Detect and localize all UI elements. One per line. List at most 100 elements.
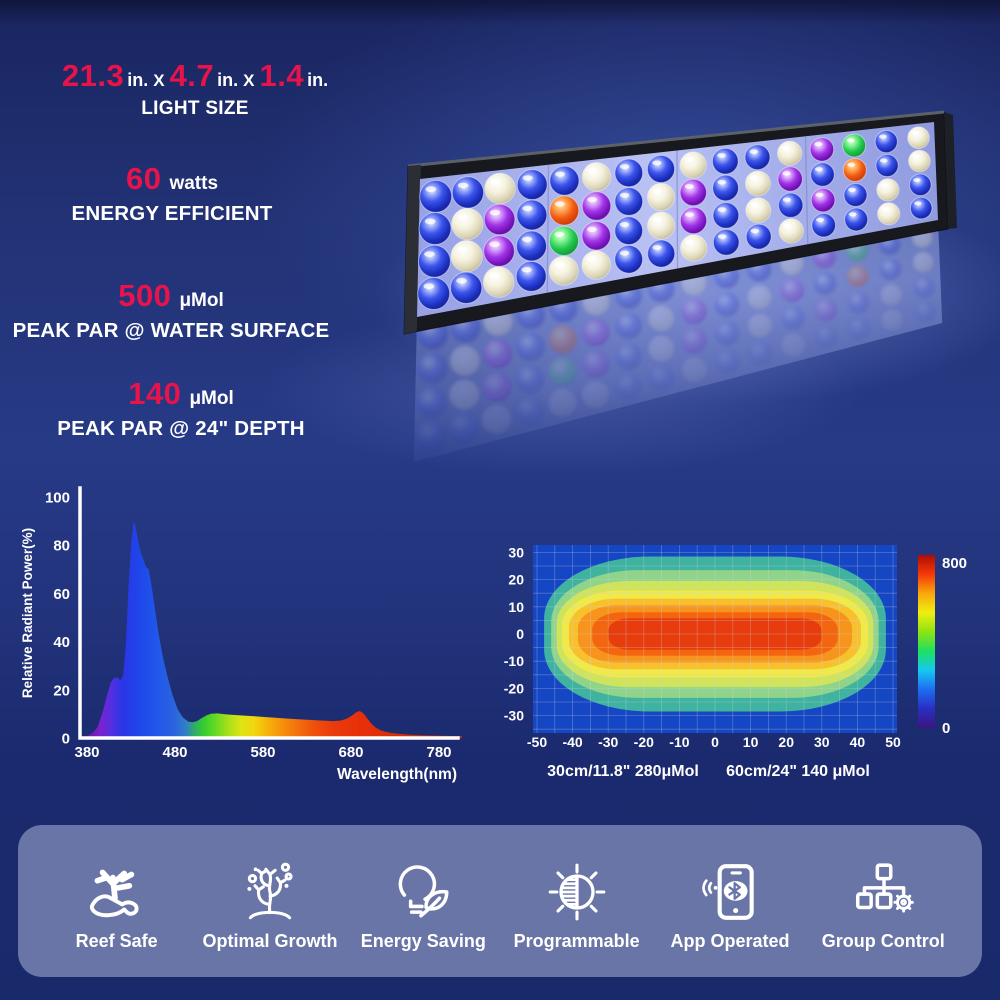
led-highlight xyxy=(717,234,727,239)
led-highlight xyxy=(490,178,501,185)
par-surface-value: 500 xyxy=(118,278,172,313)
led-lens-reflection xyxy=(681,298,707,325)
led-lens-reflection xyxy=(516,332,545,361)
led-lens-reflection xyxy=(515,397,544,426)
led-highlight xyxy=(522,175,533,181)
led-lens xyxy=(711,147,739,175)
led-lens xyxy=(679,206,708,235)
led-highlight xyxy=(782,145,791,150)
led-highlight xyxy=(587,167,598,173)
x-tick-label: 380 xyxy=(74,744,99,761)
led-lens xyxy=(712,174,739,202)
led-lens-reflection xyxy=(879,258,902,280)
led-highlight xyxy=(521,267,532,273)
y-tick-label: 0 xyxy=(516,626,524,642)
led-lens xyxy=(451,207,484,241)
x-tick-label: -50 xyxy=(527,734,547,750)
led-lens-reflection xyxy=(482,372,512,402)
led-highlight xyxy=(911,130,919,135)
y-tick-label: 80 xyxy=(53,538,70,555)
led-lens xyxy=(548,225,580,256)
led-lens-reflection xyxy=(582,319,610,347)
led-lens-reflection xyxy=(449,379,480,410)
led-highlight xyxy=(684,184,694,189)
x-tick-label: 20 xyxy=(778,734,794,750)
light-size-dimensions: 21.3 in. X 4.7 in. X 1.4 in. xyxy=(30,60,360,91)
y-tick-label: 0 xyxy=(62,731,70,748)
par-surface-spec: 500 μMol PEAK PAR @ WATER SURFACE xyxy=(6,280,336,343)
led-highlight xyxy=(848,212,857,217)
led-lens xyxy=(581,250,612,280)
y-tick-label: 40 xyxy=(53,634,70,651)
size-unit: in. xyxy=(217,70,239,90)
spectrum-area xyxy=(87,521,462,738)
led-lens xyxy=(450,271,483,304)
led-lens-reflection xyxy=(450,345,480,376)
led-highlight xyxy=(652,160,662,166)
spectrum-chart: 0 20 40 60 80 100 380 480 580 680 780 Wavelength(nm… xyxy=(10,480,480,790)
par-depth-unit: μMol xyxy=(189,388,234,409)
led-highlight xyxy=(848,187,856,192)
led-highlight xyxy=(717,207,727,212)
led-lens xyxy=(450,240,483,273)
par-surface-caption: PEAK PAR @ WATER SURFACE xyxy=(12,319,330,342)
led-lens-reflection xyxy=(714,292,739,317)
led-lens-reflection xyxy=(914,277,935,298)
led-lens xyxy=(581,191,612,221)
power-caption: ENERGY EFFICIENT xyxy=(71,202,273,225)
led-lens-reflection xyxy=(747,285,772,310)
heatmap-grid xyxy=(533,545,897,733)
led-lens-reflection xyxy=(515,365,545,394)
led-lens-reflection xyxy=(880,284,902,306)
led-lens-reflection xyxy=(846,265,869,288)
led-highlight xyxy=(489,241,500,247)
led-lens-reflection xyxy=(615,343,642,370)
led-lens xyxy=(516,199,548,231)
features-panel: Reef Safe Optimal Growth Energy Saving Prog… xyxy=(18,825,982,977)
led-lens-reflection xyxy=(548,389,577,417)
led-highlight xyxy=(685,212,694,218)
feature-label: App Operated xyxy=(670,930,790,951)
led-highlight xyxy=(554,261,565,267)
x-tick-label: -40 xyxy=(562,734,582,750)
led-lens-reflection xyxy=(814,299,837,322)
colorbar-min-label: 0 xyxy=(942,720,950,737)
led-highlight xyxy=(619,222,630,227)
led-highlight xyxy=(816,217,825,222)
led-highlight xyxy=(587,256,597,262)
led-lens xyxy=(745,197,772,224)
led-lens xyxy=(777,140,803,167)
x-tick-label: 680 xyxy=(338,744,363,761)
led-highlight xyxy=(750,202,759,207)
led-lens-reflection xyxy=(815,325,838,348)
x-tick-label: 50 xyxy=(885,734,901,750)
led-lens-reflection xyxy=(780,278,804,302)
led-lens xyxy=(842,158,867,182)
led-lens-reflection xyxy=(448,412,479,443)
led-lens xyxy=(516,230,547,262)
led-lens xyxy=(646,154,676,184)
par-contour-band xyxy=(608,618,822,650)
y-tick-label: 20 xyxy=(508,572,524,588)
size-value-width: 4.7 xyxy=(169,58,215,93)
led-lens xyxy=(614,158,644,188)
x-tick-label: 780 xyxy=(426,744,451,761)
led-lens xyxy=(778,192,804,218)
led-lens xyxy=(646,182,676,212)
led-lens xyxy=(483,203,516,236)
x-axis-title: Wavelength(nm) xyxy=(337,766,457,783)
led-highlight xyxy=(652,188,662,194)
led-highlight xyxy=(457,214,468,220)
led-lens xyxy=(875,153,899,178)
par-depth-spec: 140 μMol PEAK PAR @ 24" DEPTH xyxy=(16,378,346,441)
led-lens xyxy=(548,255,579,286)
y-tick-label: 30 xyxy=(508,544,524,560)
led-lens xyxy=(907,126,930,149)
y-tick-label: 20 xyxy=(53,682,70,699)
led-lens xyxy=(483,235,515,267)
panel-section-divider xyxy=(676,150,679,269)
led-lens xyxy=(515,260,547,292)
led-lens xyxy=(778,218,804,244)
led-lens xyxy=(909,173,932,197)
reflection-smear xyxy=(413,220,943,462)
